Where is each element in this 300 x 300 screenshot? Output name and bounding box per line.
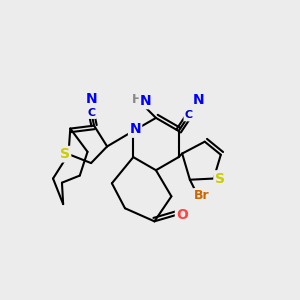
Text: N: N xyxy=(140,94,152,108)
Text: H: H xyxy=(132,93,142,106)
Text: S: S xyxy=(214,172,225,185)
Text: C: C xyxy=(88,108,96,118)
Text: Br: Br xyxy=(194,189,210,202)
Text: N: N xyxy=(86,92,98,106)
Text: N: N xyxy=(192,93,204,107)
Text: S: S xyxy=(60,147,70,161)
Text: C: C xyxy=(184,110,193,120)
Text: N: N xyxy=(129,122,141,136)
Text: O: O xyxy=(176,208,188,222)
